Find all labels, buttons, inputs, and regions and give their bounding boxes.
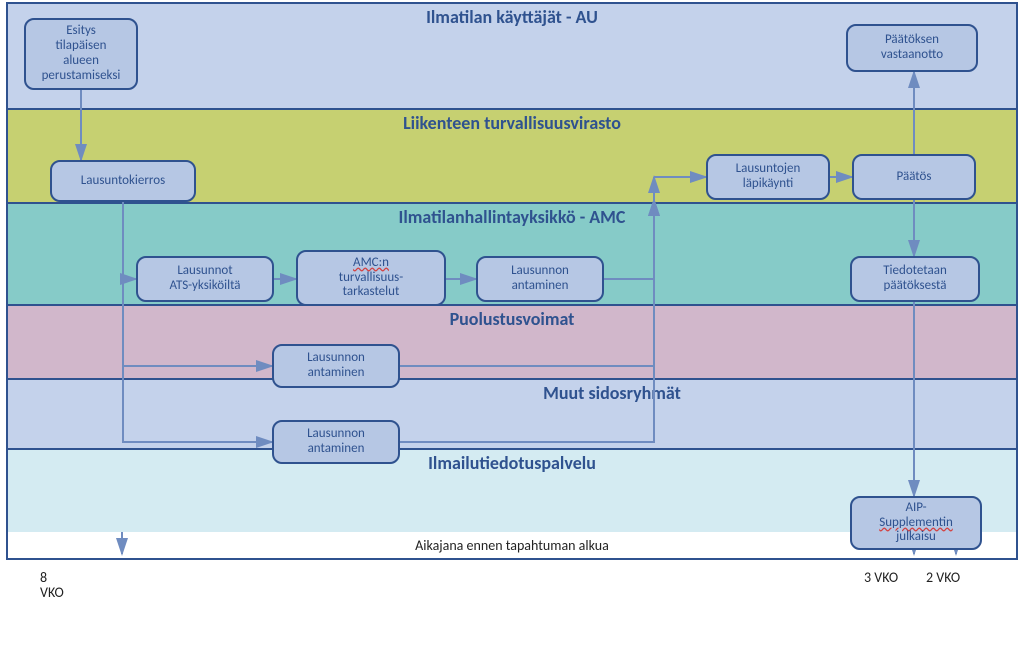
node-amc_laus: Lausunnonantaminen bbox=[476, 256, 604, 302]
swimlane-diagram: Ilmatilan käyttäjät - AU Liikenteen turv… bbox=[6, 4, 1018, 560]
node-paatos: Päätös bbox=[852, 154, 976, 200]
node-tiedotetaan: Tiedotetaanpäätöksestä bbox=[850, 256, 980, 302]
node-vastaanotto: Päätöksenvastaanotto bbox=[846, 24, 978, 72]
lane-title-puolustus: Puolustusvoimat bbox=[8, 306, 1016, 330]
timeline-label: Aikajana ennen tapahtuman alkua bbox=[415, 537, 609, 554]
timeline-tick: 8VKO bbox=[40, 570, 64, 601]
node-muut_laus: Lausunnonantaminen bbox=[272, 420, 400, 464]
lane-title-amc: Ilmatilanhallintayksikkö - AMC bbox=[8, 204, 1016, 228]
node-lapikaynti: Lausuntojenläpikäynti bbox=[706, 154, 830, 200]
lane-puolustus: Puolustusvoimat bbox=[6, 304, 1018, 380]
timeline-tick: 2 VKO bbox=[926, 570, 960, 585]
lane-title-ilmailu: Ilmailutiedotuspalvelu bbox=[8, 450, 1016, 474]
lane-title-liikenteen: Liikenteen turvallisuusvirasto bbox=[8, 110, 1016, 134]
node-lausuntokierros: Lausuntokierros bbox=[50, 160, 196, 202]
timeline-tick: 3 VKO bbox=[864, 570, 898, 585]
lane-muut: Muut sidosryhmät bbox=[6, 378, 1018, 450]
node-aip: AIP-Supplementinjulkaisu bbox=[850, 496, 982, 550]
node-puol_laus: Lausunnonantaminen bbox=[272, 344, 400, 388]
lane-title-muut: Muut sidosryhmät bbox=[8, 380, 1016, 404]
node-esitys: Esitystilapäisenalueenperustamiseksi bbox=[24, 18, 138, 90]
node-tarkastelut: AMC:nturvallisuus-tarkastelut bbox=[296, 250, 446, 306]
node-ats: LausunnotATS-yksiköiltä bbox=[136, 256, 274, 302]
